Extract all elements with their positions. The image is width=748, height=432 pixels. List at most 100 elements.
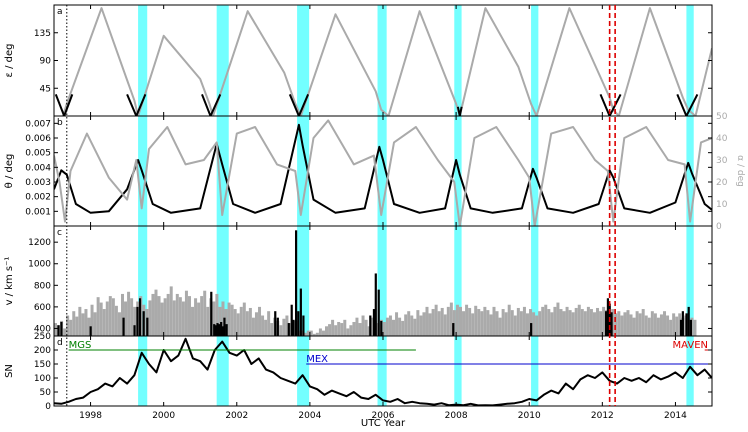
bar-c-s0-16 — [102, 309, 106, 336]
bar-c-s0-86 — [315, 332, 319, 336]
bar-c-s0-156 — [529, 309, 533, 336]
xtick-label-8: 2014 — [664, 411, 687, 421]
bar-c-s0-91 — [331, 319, 335, 336]
bar-c-s0-20 — [114, 305, 118, 336]
bar-c-s0-18 — [108, 296, 112, 336]
bar-c-s0-26 — [133, 306, 137, 336]
bar-c-s0-14 — [96, 297, 100, 336]
series-line-a-1-6 — [676, 93, 699, 116]
ytick-label-d-5: 250 — [34, 332, 51, 342]
bar-c-s0-143 — [489, 314, 493, 336]
bar-c-s0-42 — [181, 301, 185, 336]
bar-c-s0-87 — [318, 328, 322, 336]
bar-c-s0-132 — [455, 304, 459, 336]
bar-c-s0-22 — [120, 293, 124, 336]
bar-c-s0-197 — [653, 313, 657, 336]
bar-c-s0-146 — [498, 317, 502, 336]
bar-c-s0-90 — [328, 324, 332, 336]
bar-c-s0-88 — [321, 330, 325, 336]
bar-c-s0-97 — [349, 325, 353, 336]
bar-c-s0-193 — [641, 309, 645, 336]
bar-c-s0-24 — [127, 291, 131, 336]
bar-c-s0-33 — [154, 289, 158, 336]
xtick-label-2: 2002 — [225, 411, 248, 421]
bar-c-s1-16 — [223, 317, 226, 336]
series-line-a-1-5 — [599, 93, 622, 116]
bar-c-s0-148 — [504, 312, 508, 336]
bar-c-s0-158 — [535, 315, 539, 336]
panel-a — [54, 7, 712, 116]
bar-c-s0-139 — [477, 309, 481, 336]
bar-c-s0-125 — [434, 304, 438, 336]
bar-c-s0-68 — [261, 315, 265, 336]
bar-c-s0-136 — [468, 307, 472, 336]
bar-c-s0-133 — [458, 306, 462, 336]
bar-c-s0-164 — [553, 306, 557, 336]
bar-c-s0-151 — [513, 315, 517, 336]
bar-c-s0-167 — [562, 311, 566, 336]
bar-c-s1-10 — [213, 324, 216, 336]
bar-c-s0-92 — [334, 325, 338, 336]
ytick-right-label-b-1: 10 — [716, 200, 728, 210]
bar-c-s0-81 — [300, 330, 304, 336]
bar-c-s0-191 — [635, 311, 639, 336]
ytick-label-c-1: 600 — [34, 303, 51, 313]
bar-c-s1-24 — [297, 311, 300, 336]
bar-c-s1-33 — [530, 323, 533, 336]
bar-c-s1-12 — [216, 323, 219, 336]
bar-c-s0-145 — [495, 311, 499, 336]
ytick-right-label-b-4: 40 — [716, 134, 728, 144]
bar-c-s0-13 — [93, 312, 97, 336]
bar-c-s1-39 — [681, 311, 684, 336]
xtick-label-7: 2012 — [591, 411, 614, 421]
series-line-a-1-2 — [201, 93, 222, 116]
bar-c-s0-131 — [452, 310, 456, 336]
bar-c-s0-154 — [522, 306, 526, 336]
bar-c-s0-190 — [632, 317, 636, 336]
ytick-right-label-b-2: 20 — [716, 178, 728, 188]
bar-c-s0-110 — [388, 315, 392, 336]
bar-c-s0-135 — [465, 304, 469, 336]
bar-c-s0-121 — [422, 312, 426, 336]
panel-label-d: d — [57, 338, 63, 348]
bar-c-s0-96 — [346, 328, 350, 336]
bar-c-s0-171 — [574, 307, 578, 336]
bar-c-s0-149 — [507, 304, 511, 336]
bar-c-s0-47 — [197, 302, 201, 336]
xlabel: UTC Year — [361, 418, 406, 429]
bar-c-s1-22 — [292, 319, 295, 336]
bar-c-s0-200 — [663, 311, 667, 336]
bar-c-s0-82 — [303, 332, 307, 336]
bar-c-s0-112 — [395, 312, 399, 336]
series-line-b-0 — [54, 123, 712, 214]
bar-c-s1-40 — [685, 313, 688, 336]
bar-c-s0-138 — [474, 305, 478, 336]
bar-c-s1-35 — [606, 298, 610, 336]
bar-c-s0-118 — [413, 318, 417, 336]
bar-c-s1-28 — [372, 309, 376, 336]
bar-c-s1-23 — [294, 230, 298, 336]
bar-c-s0-205 — [678, 313, 682, 336]
bar-c-s0-104 — [370, 317, 374, 336]
ytick-right-label-b-0: 0 — [716, 222, 722, 232]
bar-c-s0-122 — [425, 306, 429, 336]
bar-c-s1-14 — [220, 321, 223, 336]
ylabel-a: ε / deg — [4, 44, 15, 78]
bar-c-s0-187 — [623, 312, 627, 336]
bar-c-s0-189 — [629, 314, 633, 336]
bar-c-s0-199 — [659, 314, 663, 336]
bar-c-s0-9 — [81, 313, 85, 336]
bar-c-s0-170 — [571, 312, 575, 336]
ytick-right-label-b-3: 30 — [716, 156, 728, 166]
bar-c-s0-40 — [175, 293, 179, 336]
bar-c-s0-93 — [337, 321, 341, 336]
bar-c-s1-2 — [89, 326, 92, 336]
panel-label-b: b — [57, 118, 63, 128]
bar-c-s0-57 — [227, 302, 231, 336]
bar-c-s0-150 — [510, 310, 514, 336]
bar-c-s0-140 — [480, 311, 484, 336]
bar-c-s0-59 — [233, 309, 237, 336]
ytick-label-a-0: 45 — [40, 84, 51, 94]
bar-c-s0-49 — [203, 290, 207, 336]
series-line-a-1-4 — [456, 106, 463, 116]
